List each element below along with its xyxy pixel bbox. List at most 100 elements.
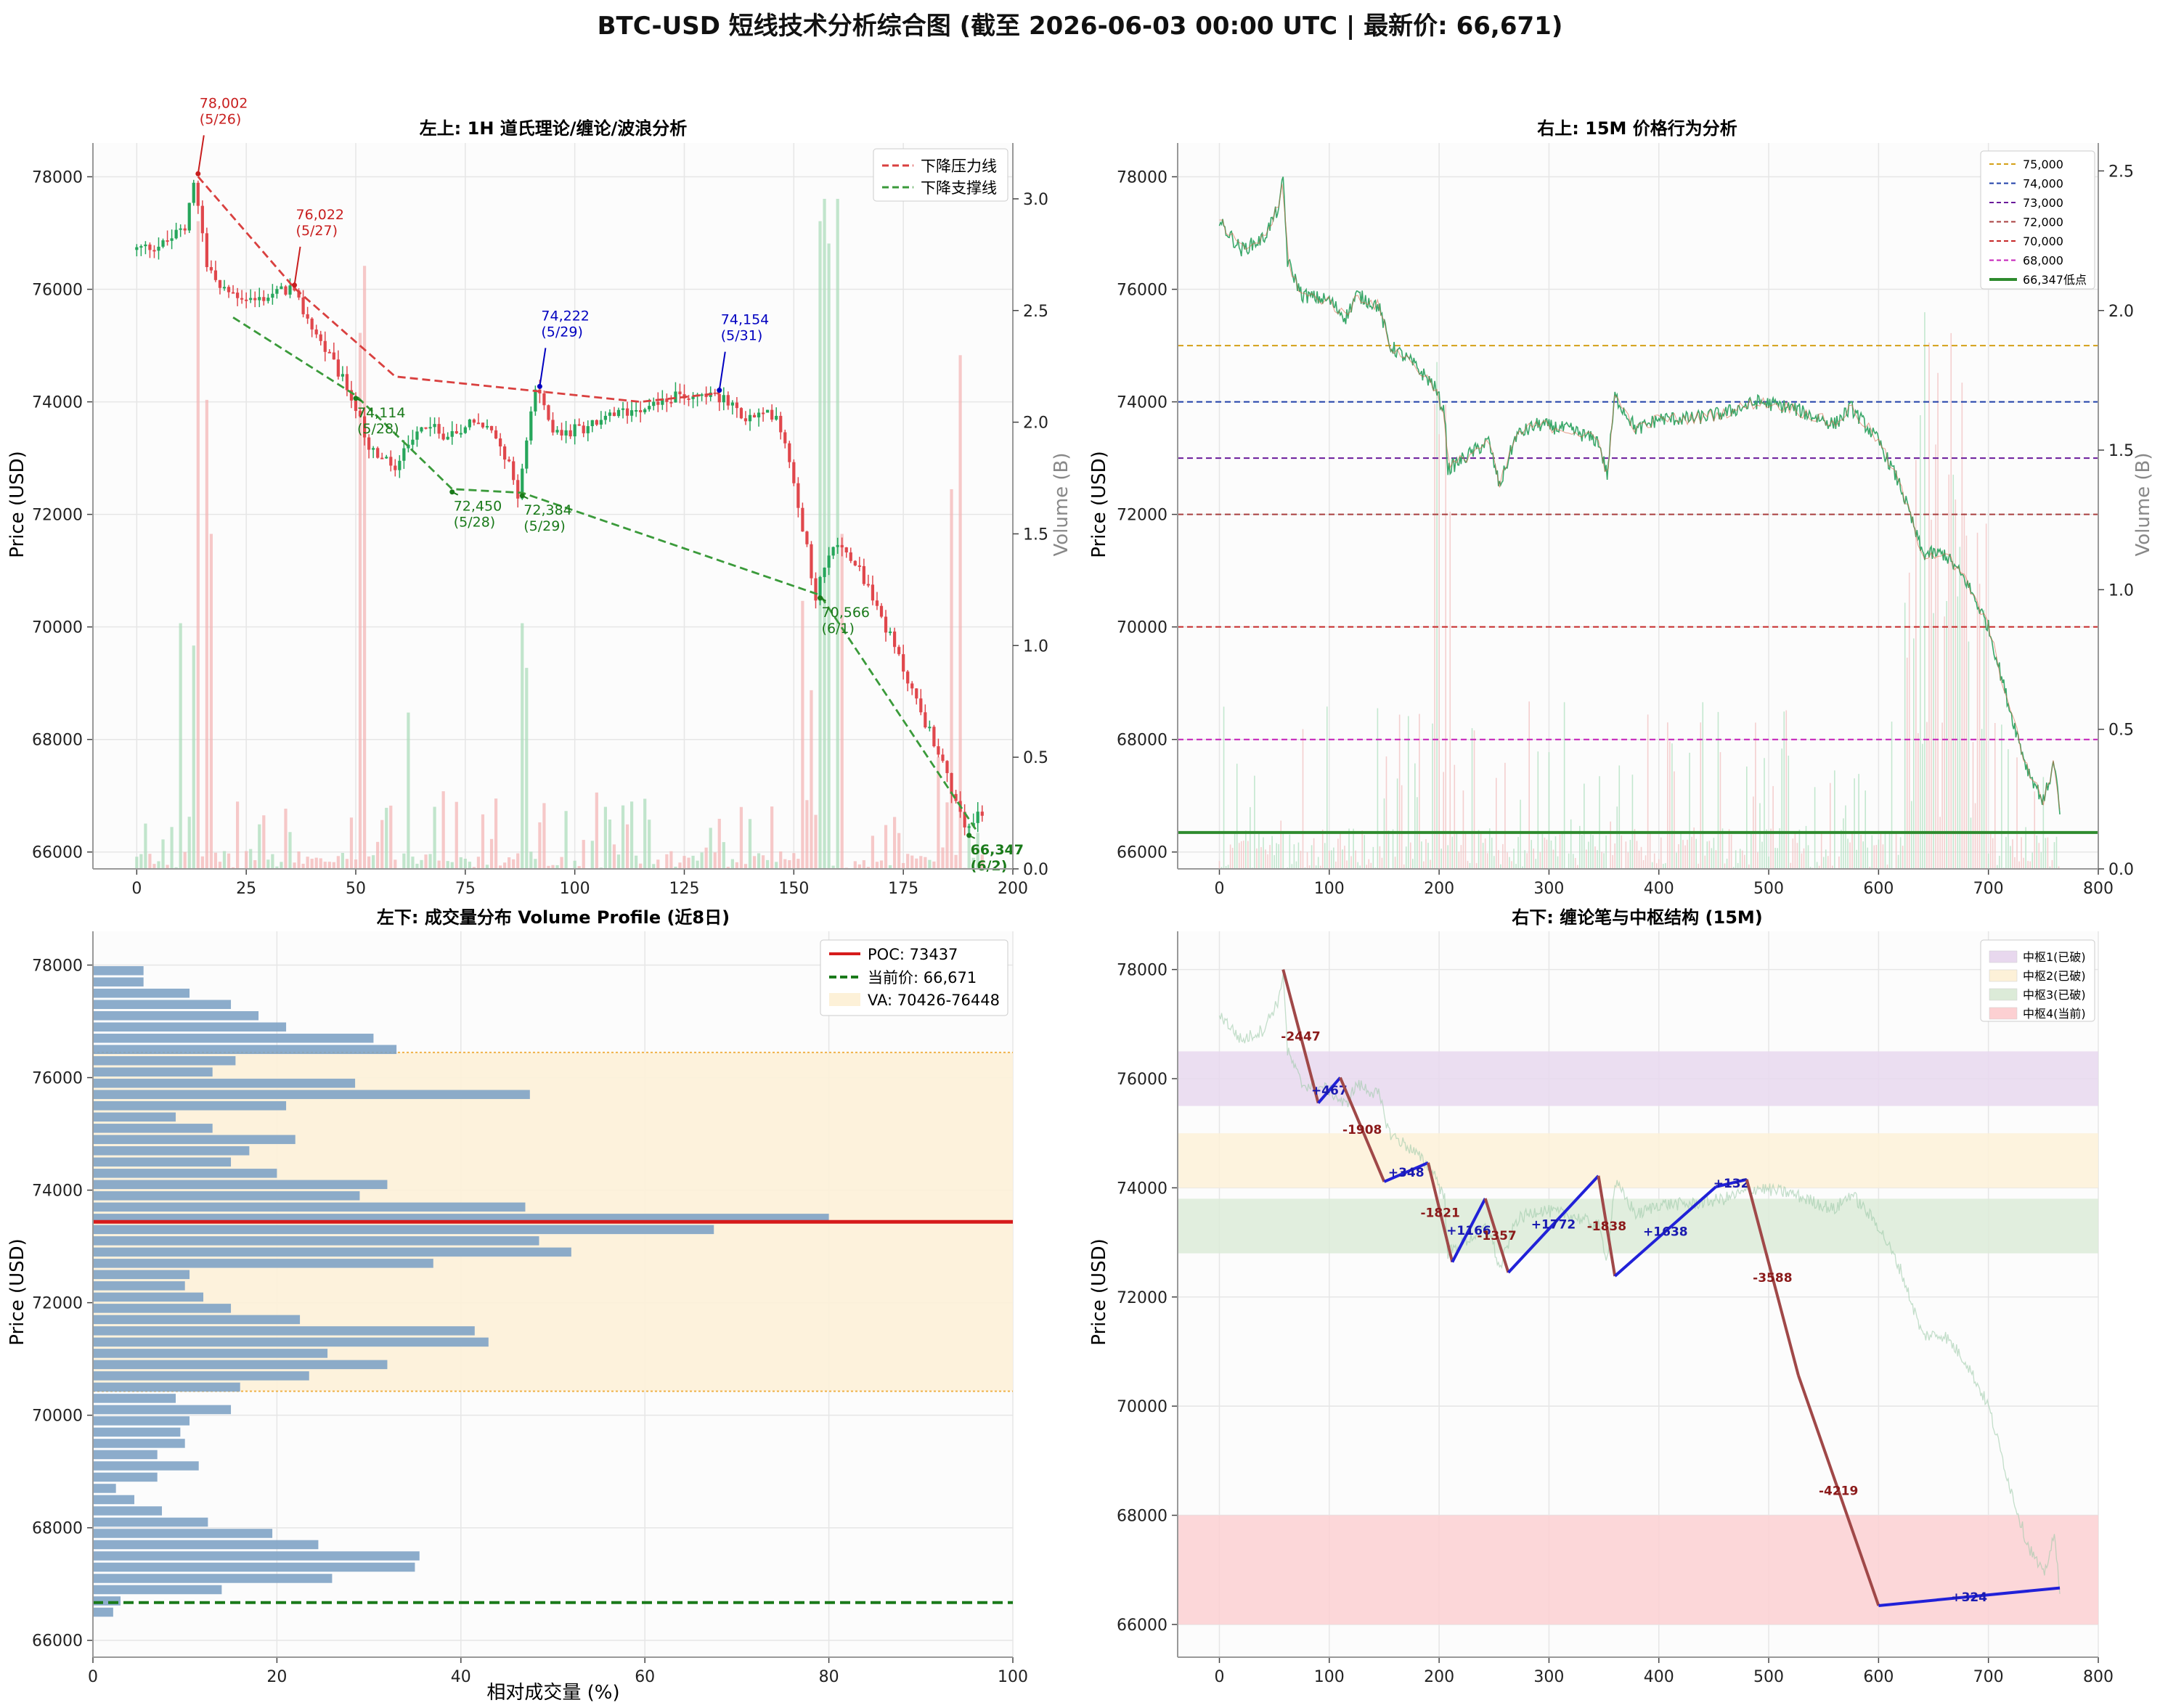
tick-label-y: 68000 [1117,1508,1167,1526]
candle-body [450,431,454,437]
candle-body [775,415,778,420]
candle-body [722,395,725,403]
candle-body [323,340,327,352]
panel-15m-price-action: 右上: 15M 价格行为分析 66000 68000 70000 72000 74000… [1088,118,2154,898]
tick-label-x: 700 [1973,880,2004,898]
volume-bar [573,860,576,869]
volume-bar [625,824,629,869]
volume-bar [635,855,638,869]
tick-label-y2: 0.5 [2108,722,2134,740]
volume-bar [411,857,415,869]
volume-bar [314,857,318,869]
tick-label-y2: 1.5 [1023,526,1048,544]
stroke-label: -1908 [1342,1123,1382,1137]
candle-body [481,422,485,428]
candle-body [314,329,318,335]
grid-tl [93,143,1014,869]
volume-bar [508,857,511,869]
volume-bar [187,817,191,869]
volume-bar [446,861,449,869]
candle-body [678,391,682,395]
candle-body [761,412,765,414]
legend-swatch-va [829,993,860,1006]
volume-bar [249,849,253,869]
candle-body [954,793,958,801]
annotation-arrowhead [537,383,542,389]
volume-bar [735,862,739,869]
candle-body [385,457,388,459]
volume-bar [608,820,612,869]
candle-body [446,436,449,440]
profile-bar [93,1551,420,1561]
candle-body [161,240,165,247]
candle-body [892,632,897,647]
stroke-label: -1357 [1477,1229,1516,1243]
candle-body [717,393,721,403]
candle-body [932,727,936,747]
candle-body [508,459,511,462]
poc-and-current-lines [93,1219,1013,1604]
panel-chan-strokes: 右下: 缠论笔与中枢结构 (15M) -2447 +467 -1908 +348 -18… [1088,907,2114,1686]
volume-bar [884,825,888,869]
volume-bar [222,851,227,869]
tick-label-x: 700 [1973,1668,2004,1686]
candle-body [831,547,835,556]
volume-bar [564,811,568,869]
volume-bar [547,865,550,869]
candle-body [297,290,301,298]
candle-body [174,229,178,239]
volume-bar [179,623,182,869]
volume-bar [362,266,367,869]
candle-body [612,412,616,417]
candle-body [345,374,349,391]
volume-bar [139,854,143,869]
volume-bar [976,833,979,869]
volume-bar [525,668,529,869]
tick-label-x: 500 [1753,1668,1784,1686]
volume-bar [512,859,515,869]
tick-label-x: 100 [560,880,590,898]
annotation-arrowhead [519,493,525,499]
candle-body [218,279,222,288]
chan-stroke [1745,1179,1800,1376]
legend-label-zone: 中枢1(已破) [2023,950,2086,964]
candle-body [853,560,857,565]
volume-bar [656,859,660,869]
profile-bar [93,1304,232,1313]
volume-bar [152,864,156,869]
volume-bar [971,857,975,869]
tick-label-y2: 1.0 [2108,581,2134,600]
panel-volume-profile: 左下: 成交量分布 Volume Profile (近8日) 66000 6800… [7,907,1028,1704]
profile-bar [93,1157,232,1167]
volume-bar [788,860,791,869]
candle-body [590,420,594,427]
profile-bar [93,1247,571,1257]
tick-label-x: 40 [451,1668,471,1686]
volume-bar [200,856,204,869]
volume-bar [476,857,481,869]
tick-label-y2: 3.0 [1023,191,1048,209]
tick-label-y: 70000 [1117,619,1167,637]
axes-tl: 66000 68000 70000 72000 74000 76000 78000 0 25 50… [32,143,1048,898]
candle-body [902,654,905,672]
stroke-label: -2447 [1281,1030,1320,1045]
volume-bar [280,862,283,869]
volume-bar [306,857,309,869]
volume-bar [560,857,563,869]
annotation-price: 70,566 [822,605,870,621]
tick-label-y: 66000 [32,844,83,862]
profile-bar [93,1416,190,1426]
candle-body [196,182,200,206]
tick-label-y: 72000 [1117,507,1167,525]
tick-label-y: 66000 [32,1633,83,1651]
candle-body [463,427,467,433]
volume-bar [941,847,945,869]
volume-bar [595,792,598,869]
profile-bar [93,1090,530,1100]
pivot-zone [1178,1515,2098,1625]
volume-bar [148,854,152,869]
stroke-label: +1772 [1531,1217,1576,1232]
profile-bar [93,1124,213,1133]
candle-body [144,244,147,247]
profile-bar [93,1360,388,1370]
